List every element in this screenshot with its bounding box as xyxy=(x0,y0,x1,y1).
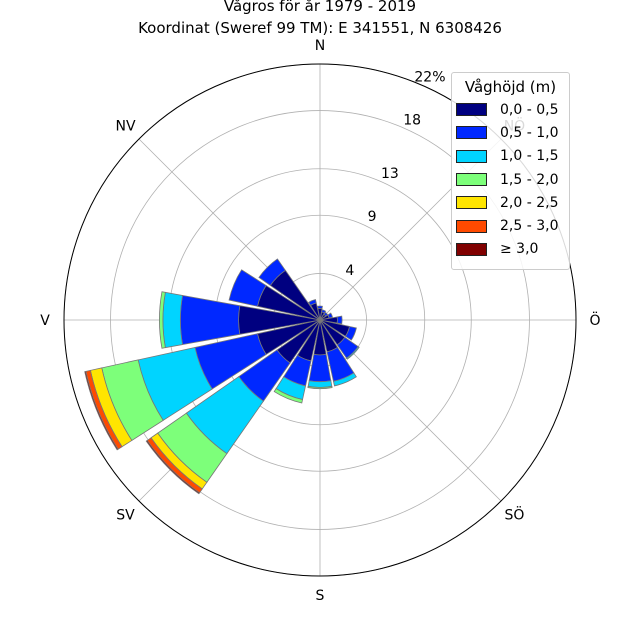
bar-VNV-bin-1 xyxy=(228,269,267,307)
legend-item: 2,0 - 2,5 xyxy=(452,191,569,214)
legend-item: 1,0 - 1,5 xyxy=(452,145,569,168)
legend-swatch xyxy=(456,126,487,140)
radial-tick-label: 22% xyxy=(414,69,445,85)
bar-NNÖ-bin-1 xyxy=(321,309,327,314)
legend-swatch xyxy=(456,242,487,256)
legend-label: 0,0 - 0,5 xyxy=(500,101,559,118)
legend-item: 0,5 - 1,0 xyxy=(452,121,569,144)
legend-label: 1,0 - 1,5 xyxy=(500,148,559,165)
bar-V-bin-3 xyxy=(159,291,166,349)
legend-label: 2,5 - 3,0 xyxy=(500,218,559,235)
bar-SSÖ-bin-2 xyxy=(332,372,357,387)
radial-tick-label: 13 xyxy=(381,166,399,182)
chart-title: Vågros för år 1979 - 2019 xyxy=(223,0,417,15)
legend: Våghöjd (m) 0,0 - 0,5 0,5 - 1,0 1,0 - 1,5 1… xyxy=(451,72,570,270)
legend-swatch xyxy=(456,103,487,117)
legend-label: 1,5 - 2,0 xyxy=(500,171,559,188)
bar-V-bin-2 xyxy=(162,291,184,349)
bar-S-bin-2 xyxy=(307,380,333,388)
grid-circle xyxy=(110,110,530,530)
bar-ÖNÖ-bin-1 xyxy=(327,312,333,319)
legend-swatch xyxy=(456,219,487,233)
bar-NNV-bin-1 xyxy=(308,299,317,306)
direction-label: SÖ xyxy=(505,505,525,523)
legend-item: 1,5 - 2,0 xyxy=(452,168,569,191)
bar-VSV-bin-6 xyxy=(84,370,119,451)
bar-N-bin-1 xyxy=(317,305,323,310)
radial-tick-label: 9 xyxy=(368,209,377,225)
legend-label: 0,5 - 1,0 xyxy=(500,124,559,141)
radial-tick-label: 18 xyxy=(403,112,421,128)
direction-label: Ö xyxy=(589,311,600,329)
radial-tick-label: 4 xyxy=(345,263,354,279)
legend-label: ≥ 3,0 xyxy=(500,241,539,258)
direction-label: NV xyxy=(116,119,136,135)
direction-label: SV xyxy=(116,507,135,523)
bar-S-bin-1 xyxy=(308,353,332,383)
legend-title: Våghöjd (m) xyxy=(464,78,557,96)
chart-subtitle: Koordinat (Sweref 99 TM): E 341551, N 63… xyxy=(138,19,502,37)
legend-item: 2,5 - 3,0 xyxy=(452,214,569,237)
bar-V-bin-1 xyxy=(179,294,241,346)
bar-SV-bin-6 xyxy=(145,439,201,495)
bar-SSV-bin-3 xyxy=(273,388,304,404)
legend-label: 2,0 - 2,5 xyxy=(500,194,559,211)
legend-swatch xyxy=(456,173,487,187)
legend-item: 0,0 - 0,5 xyxy=(452,98,569,121)
legend-item: ≥ 3,0 xyxy=(452,238,569,261)
direction-label: S xyxy=(316,588,325,604)
bar-NV-bin-1 xyxy=(258,258,286,286)
direction-label: V xyxy=(40,313,50,329)
bar-S-bin-3 xyxy=(307,385,333,390)
bar-Ö-bin-1 xyxy=(336,315,343,325)
bar-SÖ-bin-2 xyxy=(346,346,360,360)
bar-ÖSÖ-bin-1 xyxy=(344,326,357,341)
direction-label: N xyxy=(315,38,325,54)
legend-swatch xyxy=(456,149,487,163)
polar-frame xyxy=(63,63,577,577)
legend-swatch xyxy=(456,196,487,210)
